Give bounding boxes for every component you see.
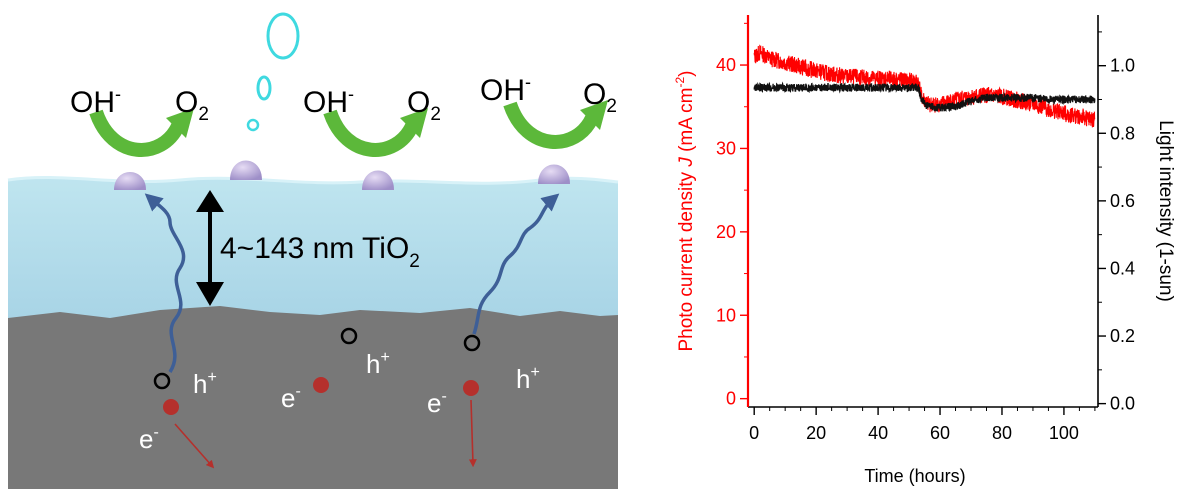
x-tick-label: 60: [930, 423, 950, 443]
hole-marker: [340, 327, 358, 345]
reactant-label: OH-: [303, 84, 354, 119]
right-y-axis-title: Light intensity (1-sun): [1155, 120, 1176, 302]
left-y-tick-label: 30: [716, 138, 736, 158]
product-label: O2: [583, 78, 617, 117]
left-y-axis-title: Photo current density J (mA cm-2): [673, 71, 697, 352]
x-tick-label: 100: [1049, 423, 1079, 443]
x-axis-title: Time (hours): [864, 466, 965, 486]
electron-marker: [463, 380, 479, 396]
schematic: OH- O2 OH- O2 OH- O2 4~143 nm TiO2: [7, 12, 619, 489]
hole-path: [144, 193, 186, 373]
catalyst-dome: [362, 170, 394, 190]
reactant-label: OH-: [70, 84, 121, 119]
reactant-label: OH-: [480, 72, 531, 107]
catalyst-dome: [114, 172, 146, 190]
electron-label: e-: [427, 388, 447, 418]
x-tick-label: 20: [806, 423, 826, 443]
left-y-tick-label: 40: [716, 55, 736, 75]
catalyst-dome: [538, 164, 570, 184]
hole-label: h+: [516, 364, 540, 394]
left-y-tick-label: 10: [716, 305, 736, 325]
electron-drift-arrow: [174, 423, 215, 469]
right-y-tick-label: 1.0: [1110, 56, 1135, 76]
hole-label: h+: [366, 349, 390, 379]
tio2-layer: [8, 177, 618, 320]
electron-marker: [313, 377, 329, 393]
right-y-tick-label: 0.4: [1110, 258, 1135, 278]
thickness-double-arrow: [196, 190, 224, 306]
thickness-label: 4~143 nm TiO2: [220, 232, 420, 272]
left-y-tick-label: 0: [726, 389, 736, 409]
hole-marker: [463, 334, 481, 352]
x-tick-label: 0: [749, 423, 759, 443]
light-intensity-trace: [753, 81, 1096, 113]
reaction-arrow: [89, 108, 194, 157]
bubble-small: [246, 118, 260, 132]
electron-marker: [163, 399, 179, 415]
x-tick-label: 40: [868, 423, 888, 443]
bubble-medium: [256, 75, 272, 101]
substrate: [8, 306, 618, 489]
bubble-large: [266, 12, 300, 60]
electron-label: e-: [139, 424, 159, 454]
right-y-tick-label: 0.8: [1110, 123, 1135, 143]
product-label: O2: [407, 86, 441, 125]
hole-path: [472, 193, 560, 335]
electron-label: e-: [281, 383, 301, 413]
ticks-layer: 0 20 40 60 80 100 0 10 20 30 40 0.0 0.2 0.4 0.6 0.8 1.0: [716, 22, 1135, 443]
catalyst-dome: [230, 160, 262, 180]
left-y-tick-label: 20: [716, 222, 736, 242]
reaction-arrow: [503, 100, 608, 149]
right-y-tick-label: 0.6: [1110, 191, 1135, 211]
reaction-arrow: [323, 108, 428, 157]
right-y-tick-label: 0.0: [1110, 394, 1135, 414]
x-tick-label: 80: [992, 423, 1012, 443]
electron-drift-arrow: [468, 399, 477, 468]
hole-label: h+: [193, 369, 217, 399]
product-label: O2: [175, 86, 209, 125]
stability-chart: 0 20 40 60 80 1000102030400.00.20.40.60.81.0 …: [673, 15, 1176, 486]
hole-marker: [153, 372, 171, 390]
right-y-tick-label: 0.2: [1110, 326, 1135, 346]
series-layer: [753, 44, 1096, 128]
